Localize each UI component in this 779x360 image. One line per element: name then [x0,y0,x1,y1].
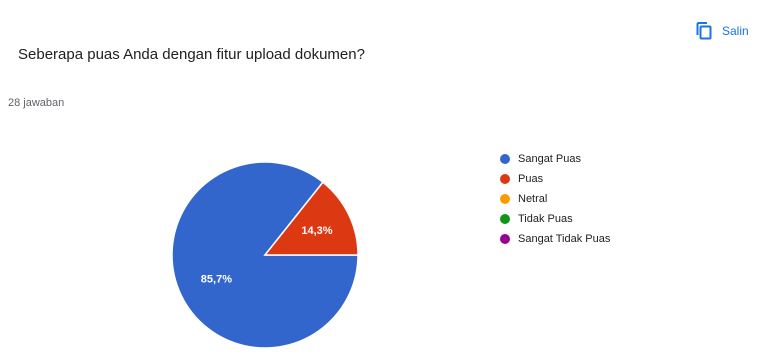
legend-label: Sangat Tidak Puas [518,233,611,245]
legend-item-sangat-tidak-puas[interactable]: Sangat Tidak Puas [500,229,610,249]
copy-icon [696,22,712,40]
response-count: 28 jawaban [8,97,65,109]
legend-swatch [500,154,510,164]
legend-item-sangat-puas[interactable]: Sangat Puas [500,149,610,169]
legend-swatch [500,194,510,204]
legend-label: Puas [518,173,544,185]
copy-button[interactable]: Salin [696,22,749,40]
pie-slice-puas[interactable] [263,181,359,256]
pie-label-sangat-puas: 85,7% [201,273,232,285]
pie-label-puas: 14,3% [301,225,332,237]
legend-label: Tidak Puas [518,213,573,225]
legend-item-puas[interactable]: Puas [500,169,610,189]
legend-label: Netral [518,193,548,205]
chart-legend: Sangat Puas Puas Netral Tidak Puas Sangat Ti… [500,149,610,249]
legend-item-netral[interactable]: Netral [500,189,610,209]
legend-swatch [500,214,510,224]
legend-item-tidak-puas[interactable]: Tidak Puas [500,209,610,229]
legend-swatch [500,234,510,244]
copy-button-label: Salin [722,24,749,38]
legend-label: Sangat Puas [518,153,581,165]
legend-swatch [500,174,510,184]
question-title: Seberapa puas Anda dengan fitur upload d… [18,46,365,63]
